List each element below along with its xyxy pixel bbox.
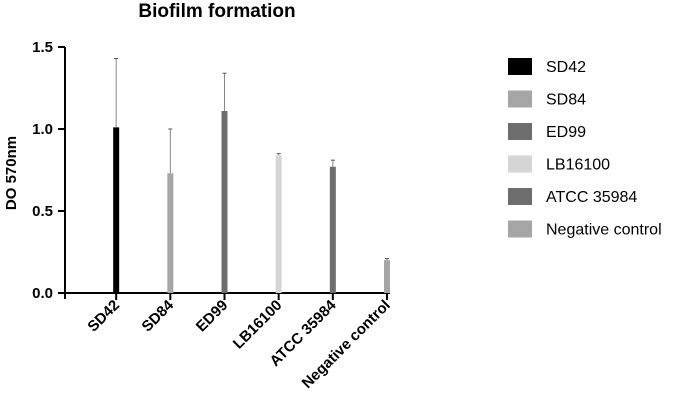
bar (275, 155, 282, 293)
legend-label: LB16100 (546, 157, 610, 174)
legend-swatch (508, 155, 532, 173)
x-tick-label: ED99 (193, 297, 232, 336)
y-axis-label: DO 570nm (3, 136, 20, 210)
bar (384, 260, 390, 293)
legend-swatch (508, 90, 532, 108)
legend-label: Negative control (546, 222, 662, 239)
legend-swatch (508, 188, 532, 205)
bar (221, 110, 228, 294)
y-tick-label: 0.5 (32, 203, 53, 220)
y-tick-label: 1.0 (32, 121, 53, 138)
legend-label: ATCC 35984 (546, 189, 637, 206)
legend-swatch (508, 58, 532, 75)
x-tick-label: SD42 (84, 297, 123, 336)
bar (113, 127, 120, 293)
legend-label: ED99 (546, 124, 586, 141)
legend-label: SD84 (546, 92, 586, 109)
legend-swatch (508, 123, 532, 140)
bar (329, 166, 336, 293)
x-tick-label: LB16100 (230, 297, 286, 353)
legend: SD42 SD84 ED99 LB16100 ATCC 35984 Negative co… (508, 58, 662, 239)
y-axis: 0.0 0.5 1.0 1.5 (32, 39, 66, 302)
legend-label: SD42 (546, 59, 586, 76)
chart-title: Biofilm formation (138, 1, 295, 22)
bar-group (113, 57, 390, 294)
bar (167, 173, 174, 293)
y-tick-label: 0.0 (32, 285, 53, 302)
legend-swatch (508, 220, 532, 238)
x-tick-label: SD84 (139, 296, 178, 335)
y-tick-label: 1.5 (32, 39, 53, 56)
